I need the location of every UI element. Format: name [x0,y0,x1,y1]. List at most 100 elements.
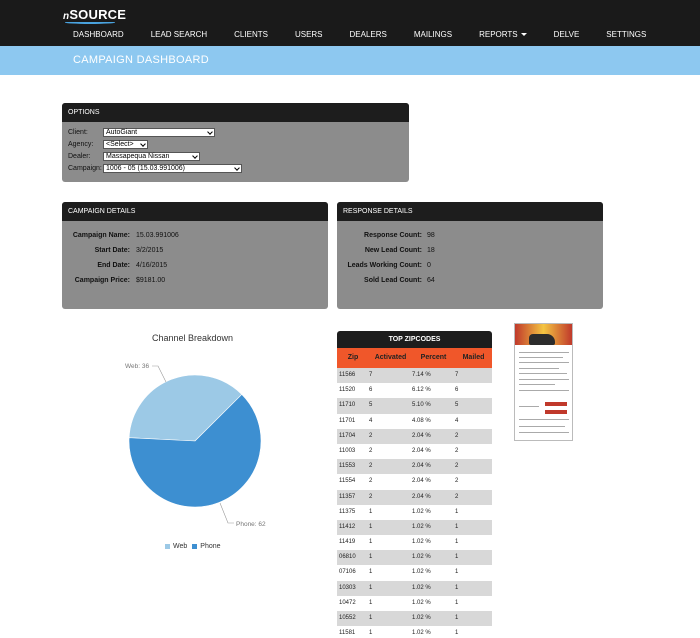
col-mailed[interactable]: Mailed [462,354,485,361]
mailed-cell: 1 [455,508,459,515]
mailed-cell: 2 [455,493,459,500]
percent-cell: 2.04 % [412,432,431,439]
col-zip[interactable]: Zip [347,354,359,361]
end-date-value: 4/16/2015 [136,262,168,269]
leads-working-label: Leads Working Count: [347,262,422,269]
campaign-details-panel: CAMPAIGN DETAILS Campaign Name: 15.03.99… [62,202,328,309]
zip-cell: 11419 [339,539,356,546]
table-row: 11357 2 2.04 % 2 [337,489,492,505]
activated-cell: 7 [369,372,373,378]
mailer-text-line [519,432,569,433]
zipcodes-body: 11566 7 7.14 % 7 11520 6 6.12 % 6 11710 5 5.10 % 5 1… [337,368,492,638]
chart-legend: Web Phone [165,543,226,550]
client-select[interactable]: AutoGiant [103,128,215,137]
nav-dashboard[interactable]: DASHBOARD [73,30,124,39]
percent-cell: 5.10 % [412,402,431,409]
mailer-text-line [519,362,569,363]
activated-cell: 6 [369,387,373,394]
nav-users[interactable]: USERS [294,30,323,39]
table-row: 10303 1 1.02 % 1 [337,580,492,596]
activated-cell: 2 [369,463,373,470]
nsource-logo[interactable]: nSOURCE [63,7,126,24]
logo-prefix: n [63,11,70,22]
table-row: 07106 1 1.02 % 1 [337,565,492,581]
table-row: 11003 2 2.04 % 2 [337,443,492,460]
zip-cell: 10303 [339,584,356,591]
dealer-select[interactable]: Massapequa Nissan [103,152,200,161]
mailed-cell: 1 [455,569,459,576]
percent-cell: 1.02 % [412,630,431,637]
zip-cell: 11357 [339,493,356,500]
zip-cell: 11003 [339,447,356,454]
client-select-value: AutoGiant [106,129,138,136]
zip-cell: 10472 [339,599,356,606]
activated-cell: 2 [369,432,373,439]
chevron-down-icon [192,153,198,159]
nav-lead-search[interactable]: LEAD SEARCH [150,30,208,39]
zip-cell: 10552 [339,615,356,621]
zip-cell: 11412 [339,523,356,530]
col-activated[interactable]: Activated [374,354,407,361]
zip-cell: 11375 [339,508,356,515]
campaign-select[interactable]: 1006 - 05 (15.03.991006) [103,164,242,173]
nav-delve[interactable]: DELVE [553,30,580,39]
table-row: 11553 2 2.04 % 2 [337,459,492,475]
agency-select[interactable]: <Select> [103,140,148,149]
nav-dealers[interactable]: DEALERS [349,30,387,39]
table-row: 11419 1 1.02 % 1 [337,535,492,551]
campaign-price-label: Campaign Price: [74,277,130,284]
activated-cell: 1 [369,523,373,530]
client-label: Client: [68,129,88,136]
car-image-icon [529,334,555,345]
agency-select-value: <Select> [106,141,134,148]
mailer-text-line [519,373,567,374]
main-nav: DASHBOARD LEAD SEARCH CLIENTS USERS DEAL… [63,30,663,39]
nav-settings[interactable]: SETTINGS [606,30,647,39]
percent-cell: 6.12 % [412,387,431,394]
pie-slice-web[interactable] [128,374,243,442]
campaign-select-value: 1006 - 05 (15.03.991006) [106,165,186,172]
nav-mailings[interactable]: MAILINGS [413,30,453,39]
agency-label: Agency: [68,141,94,148]
percent-cell: 1.02 % [412,599,431,606]
zipcodes-header-row: Zip Activated Percent Mailed [337,348,492,368]
table-row: 11704 2 2.04 % 2 [337,428,492,444]
legend-label-phone: Phone [200,543,221,550]
zip-cell: 11554 [339,478,356,485]
mailer-red-block [545,410,567,414]
percent-cell: 1.02 % [412,569,431,576]
pie-label-web: Web: 36 [125,363,149,370]
logo-swoosh-icon [65,21,115,24]
chevron-down-icon [140,141,146,147]
mailer-text-line [519,357,563,358]
percent-cell: 1.02 % [412,584,431,591]
percent-cell: 1.02 % [412,615,431,621]
activated-cell: 1 [369,554,373,561]
table-row: 11412 1 1.02 % 1 [337,519,492,536]
pie-leader-line-web [152,365,167,383]
mailed-cell: 1 [455,554,459,561]
activated-cell: 1 [369,599,373,606]
campaign-details-title: CAMPAIGN DETAILS [62,202,328,221]
activated-cell: 2 [369,478,373,485]
activated-cell: 2 [369,493,373,500]
activated-cell: 1 [369,615,373,621]
mailer-red-block [545,402,567,406]
mailer-text-line [519,384,555,385]
percent-cell: 2.04 % [412,478,431,485]
table-row: 11554 2 2.04 % 2 [337,474,492,490]
table-row: 11566 7 7.14 % 7 [337,368,492,384]
nav-reports[interactable]: REPORTS [479,30,527,39]
response-details-title: RESPONSE DETAILS [337,202,603,221]
mailed-cell: 1 [455,599,459,606]
mailer-thumbnail-image[interactable] [514,323,573,441]
table-row: 06810 1 1.02 % 1 [337,550,492,566]
pie-slice-phone[interactable] [128,393,262,508]
mailer-text-line [519,426,565,427]
legend-swatch-web [165,544,170,549]
nav-clients[interactable]: CLIENTS [234,30,268,39]
table-row: 10552 1 1.02 % 1 [337,611,492,627]
zip-cell: 11704 [339,432,356,439]
col-percent[interactable]: Percent [420,354,447,361]
table-row: 11710 5 5.10 % 5 [337,398,492,414]
